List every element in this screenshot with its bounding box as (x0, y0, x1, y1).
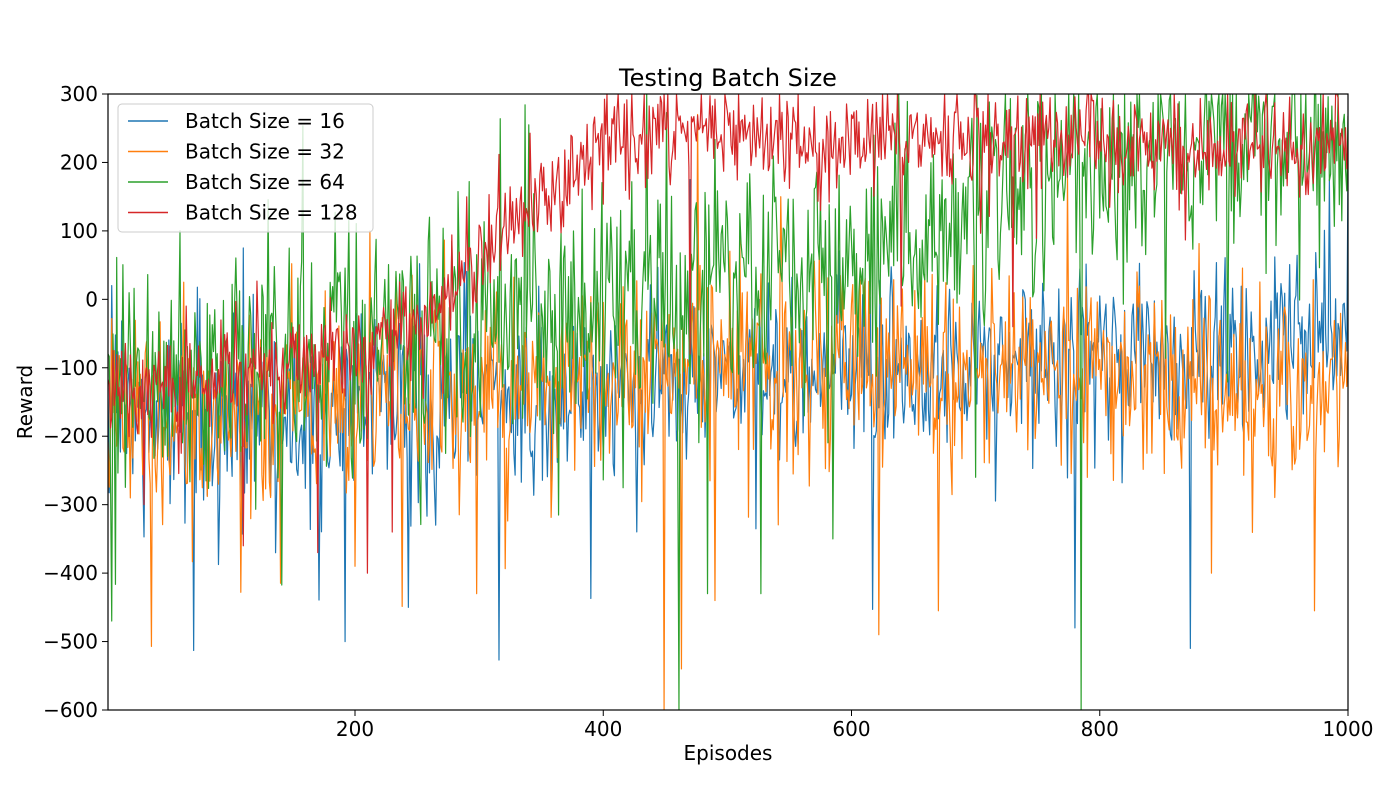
series-line-2 (108, 113, 1348, 710)
legend: Batch Size = 16 Batch Size = 32 Batch Size… (117, 103, 374, 233)
chart-title: Testing Batch Size (618, 64, 837, 92)
x-tick-label: 1000 (1323, 717, 1374, 741)
y-tick-label: 300 (60, 82, 98, 106)
x-tick-label: 400 (584, 717, 622, 741)
plot-frame (107, 93, 1349, 711)
legend-label: Batch Size = 64 (185, 170, 345, 194)
x-tick-label: 800 (1081, 717, 1119, 741)
y-tick-label: 200 (60, 150, 98, 174)
legend-label: Batch Size = 16 (185, 109, 345, 133)
y-tick-label: −600 (43, 698, 98, 722)
y-tick-label: 100 (60, 219, 98, 243)
y-axis: −600 −500 −400 −300 −200 −100 0 100 200 300 (43, 82, 108, 722)
x-axis: 200 400 600 800 1000 (336, 710, 1374, 741)
x-tick-label: 600 (832, 717, 870, 741)
plot-area (108, 94, 1348, 710)
legend-label: Batch Size = 32 (185, 140, 345, 164)
series-line-4 (108, 94, 1348, 574)
y-tick-label: −500 (43, 630, 98, 654)
legend-label: Batch Size = 128 (185, 201, 358, 225)
y-tick-label: 0 (85, 287, 98, 311)
y-tick-label: −100 (43, 356, 98, 380)
y-tick-label: −200 (43, 424, 98, 448)
y-tick-label: −300 (43, 493, 98, 517)
x-tick-label: 200 (336, 717, 374, 741)
legend-box (117, 103, 374, 233)
x-axis-title: Episodes (684, 741, 773, 765)
y-axis-title: Reward (13, 365, 37, 439)
y-tick-label: −400 (43, 561, 98, 585)
